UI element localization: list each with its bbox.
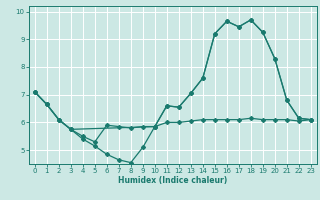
X-axis label: Humidex (Indice chaleur): Humidex (Indice chaleur): [118, 176, 228, 185]
